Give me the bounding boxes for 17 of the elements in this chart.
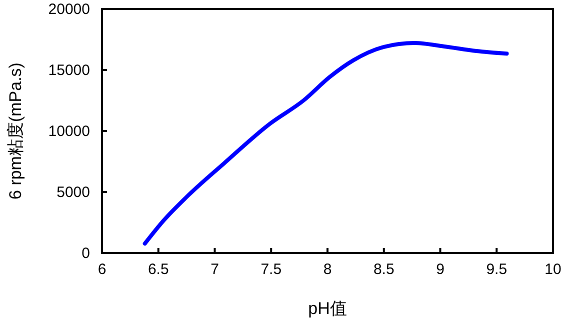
y-tick-label: 15000: [48, 62, 90, 79]
line-series: [142, 41, 509, 246]
x-tick-label: 7: [210, 261, 219, 278]
y-axis-title: 6 rpm粘度(mPa.s): [6, 62, 25, 200]
x-tick-label: 7.5: [260, 261, 282, 278]
y-tick-label: 5000: [56, 184, 90, 201]
x-tick-label: 6: [98, 261, 106, 278]
y-tick-label: 0: [82, 245, 90, 262]
y-tick-label: 20000: [48, 1, 90, 18]
x-tick-label: 9: [436, 261, 444, 278]
y-tick-label: 10000: [48, 123, 90, 140]
x-tick-label: 10: [544, 261, 562, 278]
x-tick-label: 9.5: [486, 261, 508, 278]
x-tick-label: 8: [323, 261, 332, 278]
x-axis-title: pH值: [308, 299, 347, 318]
x-tick-label: 6.5: [148, 261, 169, 278]
x-tick-label: 8.5: [373, 261, 394, 278]
